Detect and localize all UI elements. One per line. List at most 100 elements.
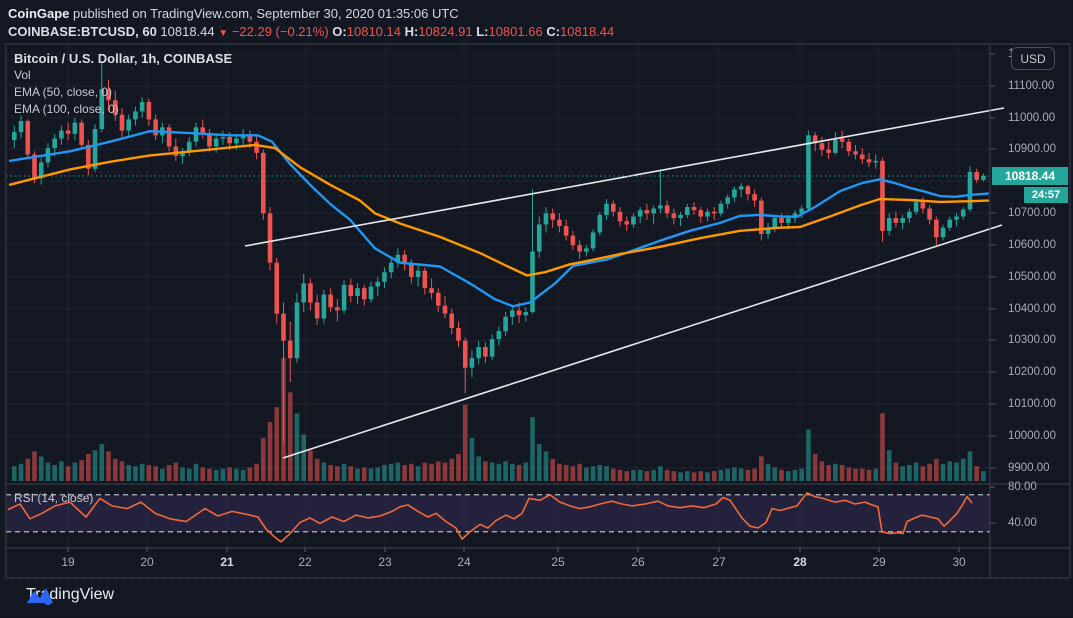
legend-ema100[interactable]: EMA (100, close, 0) — [14, 102, 119, 116]
volume-bar — [314, 458, 320, 481]
candle-body — [799, 208, 805, 214]
volume-bar — [200, 467, 206, 481]
ema100-line — [8, 143, 990, 277]
candle-body — [624, 221, 630, 225]
tradingview-footer[interactable]: TradingView — [26, 586, 114, 606]
candle-body — [597, 214, 603, 233]
volume-bar — [752, 468, 757, 481]
candle-body — [274, 262, 280, 314]
time-axis-label: 28 — [793, 555, 807, 569]
volume-bar — [328, 465, 333, 481]
volume-bar — [186, 468, 192, 481]
symbol-name: COINBASE:BTCUSD, 60 — [8, 24, 157, 39]
volume-bar — [779, 469, 784, 481]
volume-bar — [469, 437, 475, 481]
price-axis-label: 10200.00 — [1008, 365, 1056, 378]
volume-bar — [18, 463, 24, 481]
candle-body — [469, 358, 475, 368]
volume-bar — [981, 471, 986, 481]
volume-bar — [597, 465, 603, 481]
candle-body — [18, 121, 24, 133]
candle-body — [220, 136, 226, 139]
ema50-line — [8, 129, 990, 308]
candle-body — [853, 151, 858, 155]
close-value: 10818.44 — [560, 24, 615, 39]
volume-bar — [685, 471, 690, 481]
candle-body — [859, 154, 865, 160]
candle-body — [328, 294, 333, 308]
candle-body — [644, 210, 650, 214]
currency-toggle-button[interactable]: USD — [1011, 47, 1055, 70]
volume-bar — [139, 463, 145, 481]
candle-body — [577, 245, 582, 252]
candle-body — [691, 206, 697, 211]
candle-body — [294, 302, 300, 359]
volume-bar — [759, 456, 764, 481]
legend-ema50[interactable]: EMA (50, close, 0) — [14, 85, 113, 99]
volume-bar — [388, 463, 394, 481]
candle-body — [25, 121, 31, 155]
volume-bar — [853, 468, 858, 481]
volume-bar — [422, 462, 428, 481]
candle-body — [72, 122, 78, 134]
candle-body — [52, 138, 57, 149]
candle-body — [658, 205, 663, 209]
legend-symbol-title[interactable]: Bitcoin / U.S. Dollar, 1h, COINBASE — [14, 51, 233, 66]
candle-body — [462, 340, 468, 368]
chart-legend: Bitcoin / U.S. Dollar, 1h, COINBASE Vol … — [14, 50, 232, 118]
candle-body — [510, 310, 515, 317]
volume-bar — [900, 466, 905, 481]
time-axis[interactable]: 19 20 21 22 23 24 25 26 27 28 29 30 — [6, 548, 990, 578]
volume-bar — [934, 458, 939, 481]
candle-body — [395, 254, 401, 263]
candle-body — [913, 202, 919, 212]
price-axis[interactable]: 11200.0011100.0011000.0010900.0010700.00… — [990, 44, 1070, 578]
open-label: O: — [332, 24, 347, 39]
candle-body — [375, 281, 381, 287]
candle-body — [139, 101, 145, 112]
trendline[interactable] — [244, 107, 1005, 247]
volume-bar — [361, 467, 367, 481]
legend-volume[interactable]: Vol — [14, 68, 31, 82]
volume-bar — [308, 450, 313, 481]
candle-body — [341, 284, 347, 311]
volume-bar — [348, 466, 354, 481]
volume-bar — [516, 465, 522, 481]
candle-body — [483, 347, 488, 357]
volume-bar — [927, 463, 932, 481]
low-value: 10801.66 — [488, 24, 543, 39]
candle-body — [355, 288, 360, 297]
candle-body — [442, 305, 448, 314]
candle-body — [133, 111, 138, 120]
volume-bar — [658, 466, 663, 481]
volume-bar — [153, 466, 158, 481]
candle-body — [637, 210, 643, 217]
candle-body — [99, 89, 105, 129]
candle-body — [920, 202, 926, 209]
time-axis-label: 25 — [551, 555, 565, 569]
candle-body — [213, 138, 219, 147]
candle-body — [967, 171, 973, 210]
volume-bar — [341, 463, 347, 481]
trendline[interactable] — [282, 224, 1003, 459]
volume-bar — [920, 466, 926, 481]
candle-body — [503, 316, 508, 332]
candle-body — [725, 197, 730, 204]
publish-header: CoinGape published on TradingView.com, S… — [8, 6, 459, 21]
volume-bar — [745, 469, 751, 481]
candle-body — [382, 272, 387, 282]
time-axis-label: 26 — [631, 555, 645, 569]
rsi-legend[interactable]: RSI (14, close) — [14, 491, 94, 505]
volume-bar — [792, 469, 798, 481]
candle-body — [146, 101, 152, 120]
volume-bar — [301, 434, 306, 481]
candle-body — [866, 159, 872, 163]
price-axis-label: 40.00 — [1008, 516, 1037, 529]
volume-bar — [261, 437, 266, 481]
price-axis-label: 10600.00 — [1008, 238, 1056, 251]
volume-bar — [510, 463, 515, 481]
candle-body — [664, 205, 670, 214]
volume-bar — [294, 413, 300, 481]
candle-body — [604, 203, 609, 215]
